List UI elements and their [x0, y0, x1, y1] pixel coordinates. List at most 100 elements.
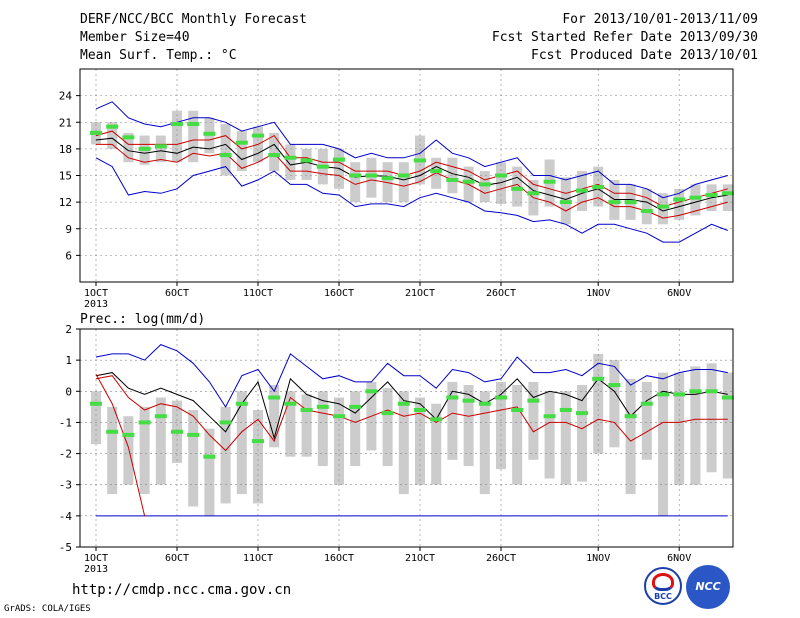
prec-median-mark	[90, 401, 102, 406]
prec-ytick-label: -2	[59, 448, 72, 461]
temp-median-mark	[187, 122, 200, 127]
prec-median-mark	[349, 404, 362, 409]
temp-box	[236, 131, 247, 172]
prec-median-mark	[446, 395, 459, 400]
temp-median-mark	[462, 179, 475, 184]
temp-min-line	[95, 157, 728, 243]
prec-median-mark	[640, 401, 653, 406]
temp-xtick-label: 26OCT	[486, 288, 516, 299]
prec-box	[382, 388, 393, 467]
temp-median-mark	[478, 182, 491, 187]
prec-box	[641, 381, 652, 460]
temp-median-mark	[430, 169, 443, 174]
prec-median-mark	[187, 432, 200, 437]
prec-box	[674, 372, 685, 485]
temp-median-mark	[640, 209, 653, 213]
prec-xtick-label: 6NOV	[667, 553, 691, 564]
prec-box	[706, 363, 717, 473]
prec-box	[447, 381, 458, 460]
temp-median-mark	[495, 173, 507, 178]
prec-median-mark	[559, 407, 572, 412]
temp-median-mark	[689, 195, 702, 200]
prec-box	[253, 409, 263, 504]
prec-panel	[76, 328, 734, 551]
fcst-produced-label: Fcst Produced Date 2013/10/01	[531, 48, 758, 63]
temp-box	[107, 122, 118, 149]
prec-ytick-label: -5	[59, 541, 72, 554]
source-url[interactable]: http://cmdp.ncc.cma.gov.cn	[72, 582, 292, 598]
prec-spread_low-line	[95, 373, 146, 517]
temp-ytick-label: 21	[59, 116, 72, 129]
temp-xtick-label: 1NOV	[586, 288, 610, 299]
temp-ytick-label: 9	[65, 223, 72, 236]
prec-box	[123, 416, 134, 485]
temp-median-mark	[106, 124, 119, 129]
temp-xtick-label: 16OCT	[324, 288, 354, 299]
temp-xtick-label: 6OCT	[165, 288, 189, 299]
temp-median-mark	[657, 204, 669, 209]
prec-box	[658, 372, 668, 516]
prec-box	[285, 391, 296, 457]
temp-box	[512, 166, 523, 207]
temp-median-mark	[543, 179, 556, 184]
prec-max-line	[95, 344, 728, 408]
prec-xtick-label: 2013	[84, 564, 108, 575]
prec-median-mark	[365, 389, 378, 394]
prec-median-mark	[624, 414, 637, 419]
prec-box	[609, 360, 620, 448]
prec-median-mark	[397, 401, 410, 406]
prec-box	[220, 406, 231, 504]
temp-median-mark	[235, 140, 248, 145]
temp-median-mark	[219, 153, 232, 158]
prec-median-mark	[235, 401, 248, 406]
prec-box	[512, 385, 523, 485]
temp-box	[690, 184, 701, 216]
prec-median-mark	[527, 398, 540, 403]
temp-box	[172, 110, 182, 163]
prec-median-mark	[608, 383, 621, 388]
temp-median-mark	[414, 158, 426, 163]
prec-median-mark	[414, 407, 426, 412]
prec-box	[107, 406, 118, 495]
temp-median-mark	[673, 197, 686, 202]
temp-median-mark	[446, 177, 459, 182]
prec-median-mark	[316, 404, 329, 409]
temp-xtick-label: 6NOV	[667, 288, 691, 299]
prec-median-mark	[333, 414, 345, 419]
temp-lower-line	[96, 143, 728, 219]
prec-xtick-label: 6OCT	[165, 553, 189, 564]
prec-box	[398, 391, 409, 495]
temp-xtick-label: 11OCT	[243, 288, 273, 299]
temp-box	[350, 162, 361, 203]
prec-box	[301, 394, 312, 457]
prec-box	[188, 409, 199, 507]
prec-median-mark	[511, 407, 524, 412]
temp-median-mark	[576, 188, 588, 193]
prec-xtick-label: 11OCT	[243, 553, 273, 564]
temp-median-mark	[300, 158, 313, 163]
prec-lower-line	[95, 375, 728, 452]
prec-median-mark	[219, 420, 232, 425]
temp-ytick-label: 12	[59, 196, 72, 209]
prec-box	[431, 403, 442, 485]
temp-box	[447, 157, 458, 194]
temp-xtick-label: 2013	[84, 299, 108, 310]
temp-ytick-label: 18	[59, 143, 72, 156]
prec-median-mark	[543, 414, 556, 419]
temp-median-mark	[154, 144, 167, 149]
temp-upper-line	[95, 130, 728, 208]
prec-median-mark	[673, 392, 686, 397]
temp-median-mark	[365, 173, 378, 178]
temp-box	[722, 184, 733, 211]
temp-median-mark	[90, 130, 102, 135]
prec-ytick-label: -4	[59, 510, 73, 523]
temp-median-mark	[138, 146, 151, 151]
prec-median-mark	[138, 420, 151, 425]
prec-median-mark	[203, 454, 216, 459]
temp-box	[123, 132, 134, 163]
prec-median-mark	[268, 395, 281, 400]
forecast-range-label: For 2013/10/01-2013/11/09	[562, 12, 758, 27]
prec-median-mark	[495, 395, 507, 400]
prec-box	[690, 366, 701, 485]
prec-ytick-label: 1	[65, 354, 72, 367]
